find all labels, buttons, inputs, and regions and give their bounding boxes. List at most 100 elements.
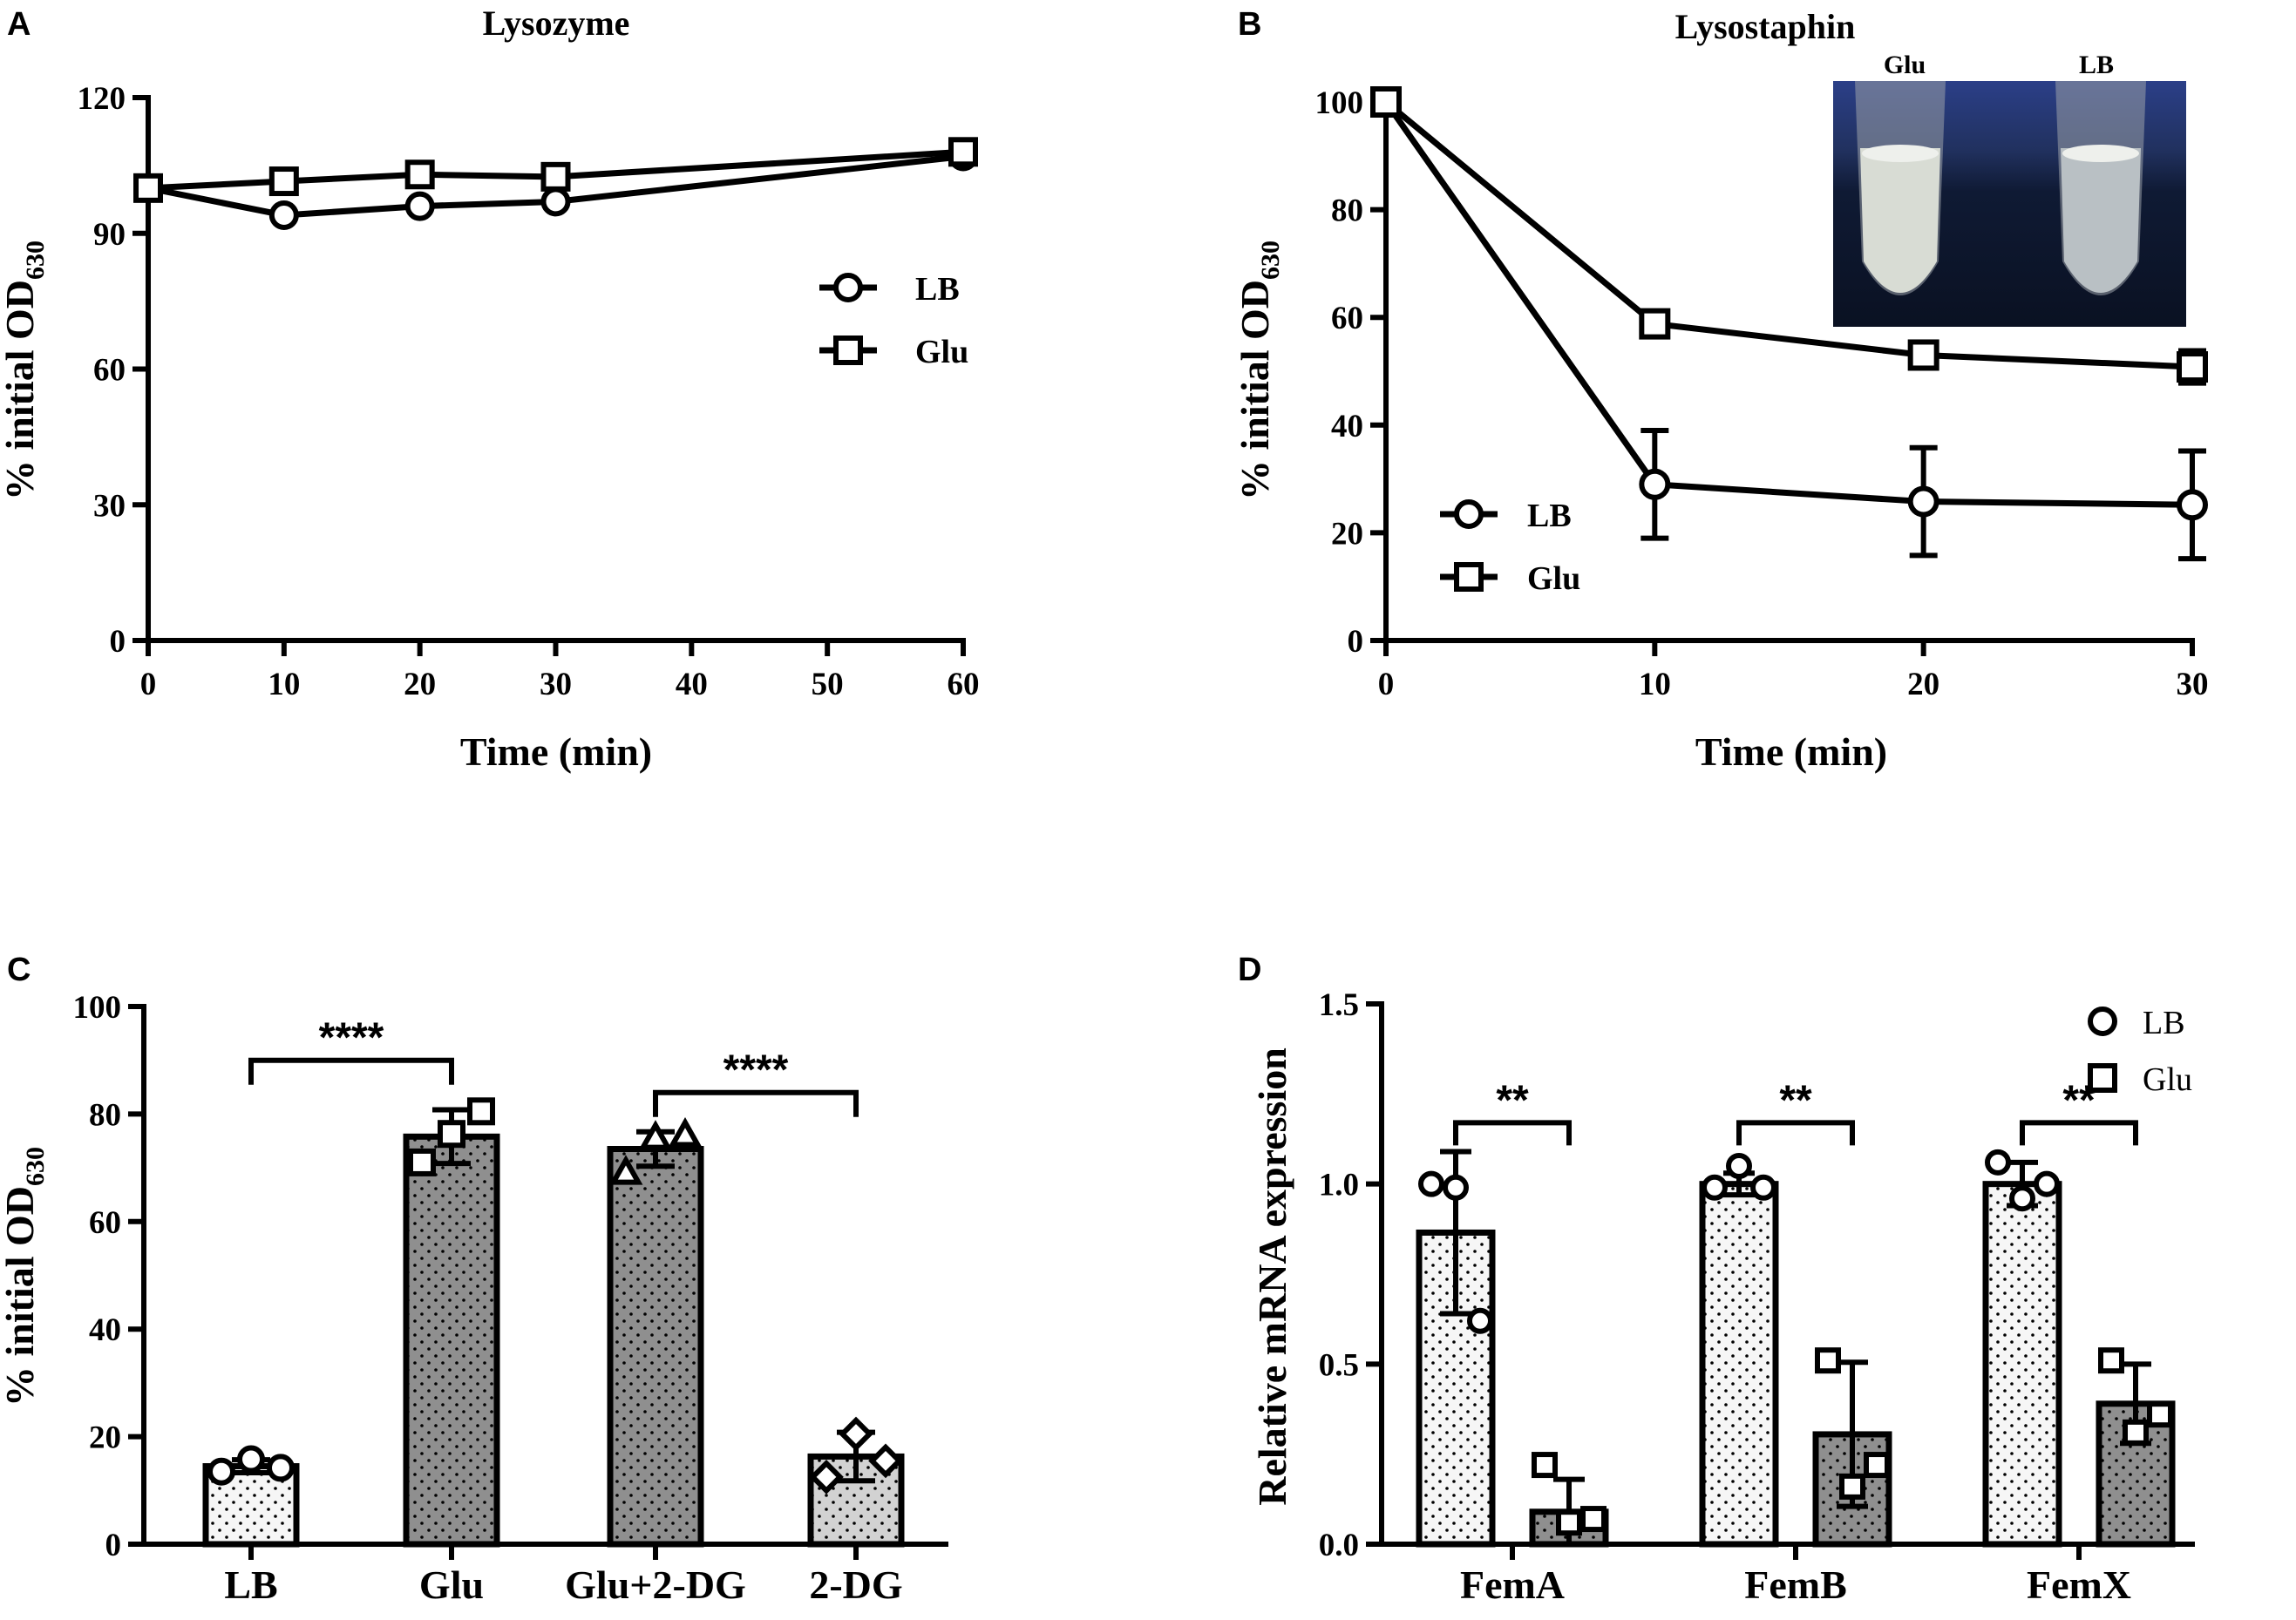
- panel-b-xtick-label: 10: [1639, 667, 1671, 702]
- panel-d-point: [2009, 1185, 2035, 1212]
- panel-b-legend-label: Glu: [1527, 560, 1580, 597]
- panel-a-letter: A: [7, 6, 31, 43]
- panel-d-point: [1726, 1153, 1752, 1179]
- panel-b-point-glu: [1907, 339, 1939, 371]
- panel-c-bar: [403, 1133, 500, 1548]
- panel-d-ytick-label: 0.0: [1319, 1528, 1359, 1563]
- panel-d: D 0.0 0.5 1.0 1.5 Relative mRNA expression Fem…: [1238, 952, 2195, 1607]
- panel-b-inset-label-lb: LB: [2079, 51, 2114, 79]
- panel-c-xtick-label: Glu: [419, 1562, 484, 1607]
- panel-b-point-glu: [2177, 351, 2208, 383]
- panel-a-point-lb: [404, 191, 435, 221]
- panel-b-line-lb: [1383, 99, 2193, 508]
- inset-tube-liquid: [2061, 148, 2141, 293]
- panel-a-ytick-label: 30: [93, 488, 126, 524]
- inset-liquid-surface: [1862, 145, 1939, 162]
- panel-d-point: [1467, 1307, 1493, 1334]
- panel-c-ytick-label: 60: [89, 1205, 121, 1241]
- panel-c-sig-label: ****: [723, 1047, 789, 1094]
- panel-d-point: [1443, 1174, 1469, 1201]
- panel-a-point-lb: [268, 200, 299, 230]
- panel-d-point: [1815, 1347, 1841, 1374]
- panel-d-letter: D: [1238, 952, 1261, 988]
- panel-c-point: [237, 1445, 265, 1474]
- panel-d-legend-label: Glu: [2143, 1061, 2192, 1098]
- panel-a-ytick-label: 60: [93, 353, 126, 389]
- panel-c-ylabel-main: % initial OD: [0, 1186, 42, 1406]
- panel-a-xtick-label: 20: [404, 667, 436, 702]
- panel-b-point-lb: [2177, 489, 2208, 521]
- panel-b-letter: B: [1238, 6, 1261, 43]
- inset-liquid-surface: [2062, 145, 2139, 162]
- panel-c-point: [438, 1120, 465, 1149]
- panel-b-ytick-label: 40: [1331, 409, 1363, 444]
- panel-c-xtick-label: LB: [224, 1562, 277, 1607]
- panel-d-point: [1702, 1174, 1728, 1201]
- panel-a-point-glu: [268, 166, 299, 197]
- panel-b-inset-label-glu: Glu: [1884, 51, 1926, 79]
- panel-a-ylabel: % initial OD630: [0, 241, 50, 500]
- panel-d-point: [1418, 1170, 1444, 1197]
- panel-d-point: [1580, 1506, 1607, 1533]
- panel-c-ytick-label: 0: [105, 1528, 122, 1563]
- panel-b-ytick-label: 0: [1348, 624, 1364, 660]
- panel-a-xlabel: Time (min): [460, 729, 652, 774]
- panel-d-point: [1839, 1473, 1865, 1500]
- panel-b-ytick-label: 60: [1331, 301, 1363, 336]
- panel-a: A Lysozyme 0 30 60 90 120 0 10 20 30 40 50 60 Time (mi…: [0, 3, 980, 774]
- panel-c-point: [868, 1443, 903, 1479]
- panel-d-point: [2034, 1170, 2060, 1197]
- panel-a-xtick-label: 40: [676, 667, 708, 702]
- panel-c-point: [668, 1117, 703, 1148]
- panel-d-xtick-label: FemA: [1460, 1562, 1565, 1607]
- panel-d-ytick-label: 1.5: [1319, 987, 1359, 1023]
- panel-a-xtick-label: 0: [140, 667, 157, 702]
- panel-a-xtick-label: 30: [540, 667, 572, 702]
- panel-d-point: [1864, 1452, 1890, 1479]
- panel-c: C 0 20 40 60 80 100 % initial OD630 LB Glu Glu+2-D…: [0, 952, 948, 1607]
- panel-b-point-lb: [1639, 468, 1671, 500]
- panel-c-ylabel-sub: 630: [21, 1147, 50, 1186]
- panel-b-ytick-label: 20: [1331, 516, 1363, 552]
- panel-a-xtick-label: 50: [812, 667, 844, 702]
- panel-d-xtick-label: FemX: [2027, 1562, 2131, 1607]
- panel-b-legend-label: LB: [1527, 498, 1572, 534]
- panel-d-point: [2098, 1347, 2124, 1374]
- panel-a-legend-label: LB: [915, 271, 960, 308]
- panel-b-ylabel-sub: 630: [1256, 241, 1285, 280]
- panel-b-title: Lysostaphin: [1675, 7, 1856, 46]
- panel-d-ylabel: Relative mRNA expression: [1250, 1047, 1294, 1506]
- panel-a-point-glu: [540, 161, 571, 192]
- panel-d-legend-marker: [2088, 1007, 2117, 1036]
- inset-tube-liquid: [1860, 148, 1940, 293]
- panel-d-point: [2147, 1401, 2173, 1428]
- panel-c-point: [839, 1416, 873, 1452]
- panel-a-xtick-label: 10: [268, 667, 300, 702]
- panel-a-point-lb: [540, 186, 571, 217]
- panel-b-xtick-label: 0: [1378, 667, 1395, 702]
- panel-c-sig-bracket: [653, 1089, 859, 1117]
- panel-d-legend-marker: [2088, 1063, 2117, 1093]
- panel-a-point-glu: [948, 137, 978, 167]
- panel-a-ytick-label: 120: [78, 81, 126, 117]
- panel-c-ytick-label: 80: [89, 1097, 121, 1133]
- panel-b-ytick-label: 100: [1315, 85, 1364, 121]
- panel-b-xlabel: Time (min): [1695, 729, 1887, 774]
- panel-c-sig-label: ****: [319, 1015, 384, 1061]
- panel-d-sig-bracket: [1453, 1120, 1572, 1146]
- panel-c-sig-bracket: [248, 1057, 454, 1085]
- panel-d-point: [1750, 1174, 1776, 1201]
- panel-c-ylabel: % initial OD630: [0, 1147, 50, 1406]
- panel-d-point: [2123, 1419, 2149, 1446]
- panel-b-ylabel: % initial OD630: [1233, 241, 1285, 500]
- panel-d-sig-label: **: [1496, 1077, 1529, 1123]
- panel-c-point: [207, 1457, 235, 1486]
- panel-a-ylabel-main: % initial OD: [0, 280, 42, 500]
- panel-c-point: [608, 1155, 643, 1185]
- panel-d-bar-lb: [1982, 1181, 2062, 1548]
- panel-a-legend-marker: [833, 273, 863, 302]
- panel-b-ytick-label: 80: [1331, 193, 1363, 229]
- panel-c-point: [408, 1148, 436, 1176]
- panel-c-xtick-label: Glu+2-DG: [565, 1562, 746, 1607]
